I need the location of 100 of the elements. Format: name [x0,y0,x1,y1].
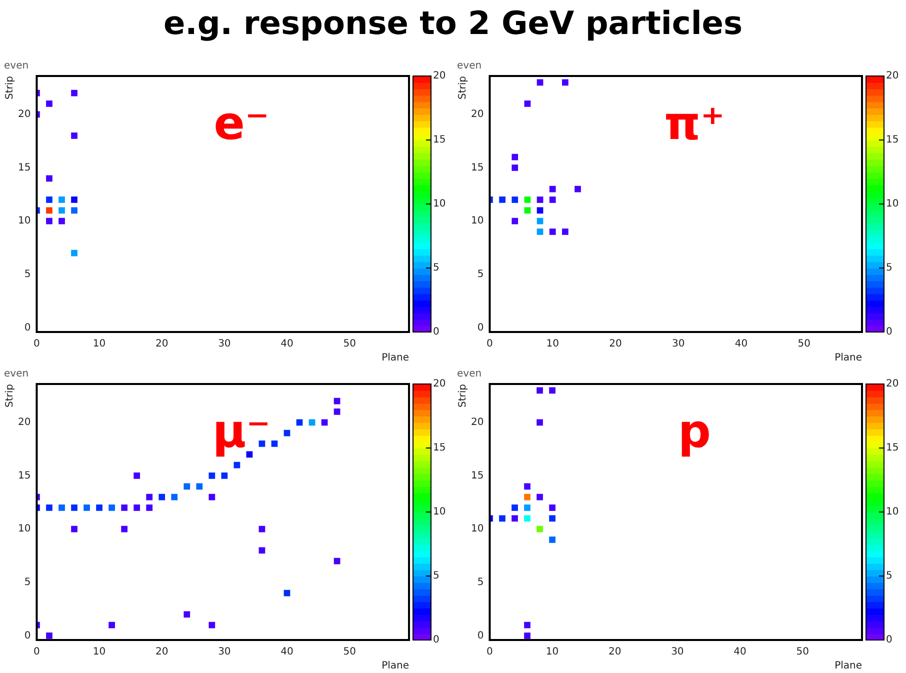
x-tick-label: 20 [155,338,168,350]
point [536,526,543,532]
point [499,196,506,203]
y-axis-title: Strip [4,76,16,100]
y-tick-label: 20 [18,108,31,120]
point [46,632,52,639]
color-bar-label: 0 [433,326,440,338]
y-tick-label: 15 [470,470,484,482]
color-bar-label: 20 [886,70,899,82]
y-tick-label: 5 [24,576,31,588]
y-tick-label: 10 [470,216,484,227]
x-tick-label: 0 [486,646,493,658]
point [58,218,65,224]
color-bar-label: 20 [433,70,446,82]
color-bar-label: 10 [886,198,899,210]
point [549,228,556,235]
point [46,175,52,182]
y-tick-label: 5 [477,268,484,280]
point [46,218,52,224]
color-bar-label: 15 [433,134,446,146]
y-tick-label: 0 [24,322,31,334]
point [536,79,544,86]
y-axis-title: Strip [458,76,469,100]
point [71,250,78,256]
color-bar-label: 15 [886,442,899,454]
color-bar-label: 15 [433,442,446,454]
point [46,100,52,107]
point [321,419,328,426]
point [562,79,568,86]
color-bar-label: 10 [886,506,899,518]
point [524,196,531,203]
point [46,504,52,511]
annotation: π⁺ [664,96,725,150]
text: e.g. response to 2 GeV particles [162,4,744,42]
point [46,196,52,203]
x-tick-label: 40 [280,338,294,350]
x-tick-label: 40 [280,646,294,658]
color-bar-label: 5 [886,262,892,274]
x-tick-label: 20 [609,338,622,350]
point [549,536,556,543]
point [158,494,166,500]
y-tick-label: 0 [24,630,31,642]
point [524,622,530,628]
y-tick-label: 0 [477,630,484,642]
point [108,504,115,511]
point [524,504,530,511]
point [208,472,216,479]
point [121,526,128,532]
point [58,504,65,511]
x-tick-label: 0 [34,338,40,350]
point [524,483,530,490]
x-tick-label: 10 [546,646,559,658]
point [134,504,140,511]
y-tick-label: 15 [18,470,31,482]
color-bar-label: 20 [886,378,899,390]
point [536,419,543,426]
point [108,622,115,628]
point [296,419,303,426]
y-tick-label: 20 [18,416,31,428]
y-tick-label: 15 [18,162,31,174]
point [208,494,216,500]
annotation: p [678,404,711,458]
point [71,526,78,532]
color-bar-label: 20 [433,378,446,390]
x-axis-title: Plane [834,660,862,672]
point [524,100,531,107]
point [512,164,518,171]
point [536,494,543,500]
x-axis-title: Plane [382,660,409,672]
color-bar-label: 15 [886,134,899,146]
point [549,387,556,394]
annotation: e⁻ [214,96,270,150]
y-tick-label: 10 [470,524,484,535]
x-tick-label: 10 [92,338,106,350]
x-tick-label: 50 [343,646,356,658]
point [536,196,544,203]
chart-title: even [4,368,29,380]
x-tick-label: 30 [671,646,684,658]
point [549,196,556,203]
point [536,387,543,394]
point [134,472,140,479]
x-tick-label: 30 [672,338,685,350]
point [146,494,153,500]
x-tick-label: 0 [486,338,493,350]
x-axis-title: Plane [382,352,409,364]
point [184,483,190,490]
x-tick-label: 50 [796,646,809,658]
point [512,218,518,224]
point [46,207,52,214]
y-tick-label: 5 [477,576,484,588]
x-tick-label: 50 [798,338,811,350]
y-axis-title: Strip [4,384,16,408]
y-tick-label: 10 [18,216,31,227]
point [96,504,102,511]
color-bar-label: 0 [886,634,892,646]
point [171,494,178,500]
point [549,186,556,192]
point [58,207,65,214]
y-tick-label: 10 [18,524,31,535]
point [71,504,78,511]
